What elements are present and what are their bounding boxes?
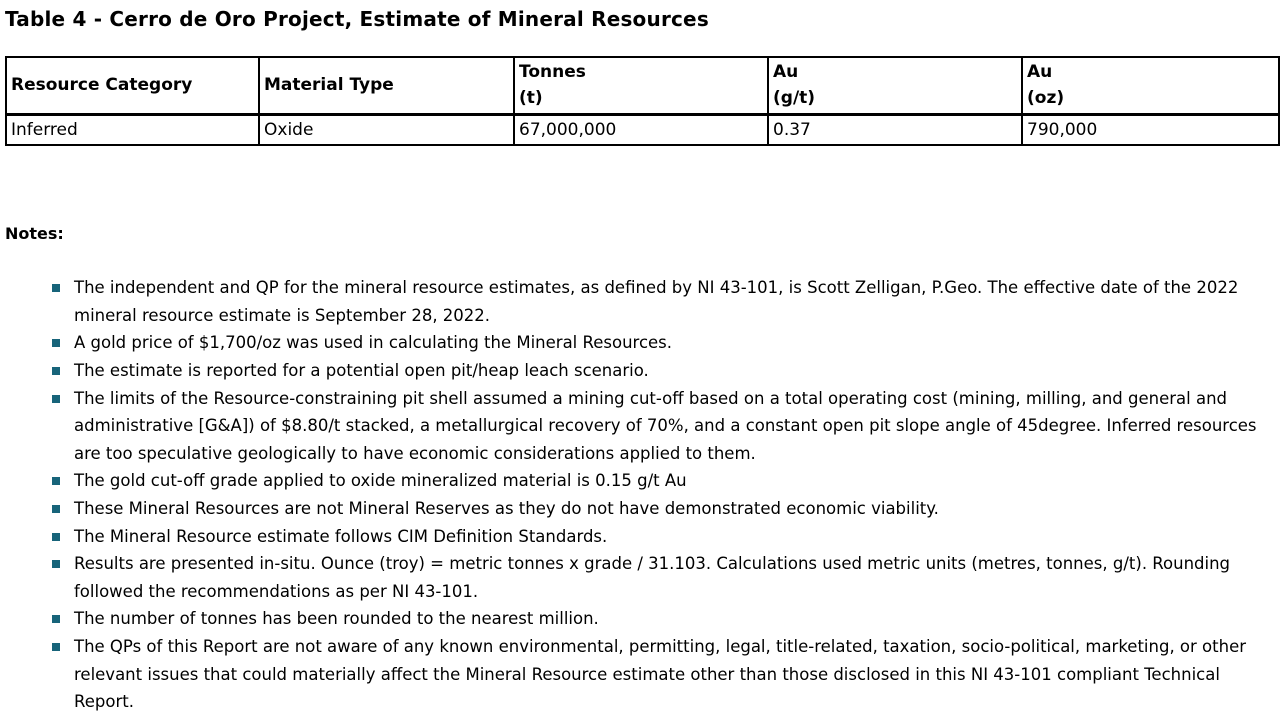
bullet-square-icon <box>52 532 60 541</box>
bullet-square-icon <box>52 284 60 293</box>
table-body: Inferred Oxide 67,000,000 0.37 790,000 <box>5 113 1280 147</box>
column-header-au-grade: Au (g/t) <box>767 55 1023 116</box>
note-text: The Mineral Resource estimate follows CI… <box>74 526 608 546</box>
bullet-square-icon <box>52 339 60 348</box>
note-item: The independent and QP for the mineral r… <box>52 274 1270 329</box>
note-text: The limits of the Resource-constraining … <box>74 388 1257 463</box>
bullet-square-icon <box>52 560 60 569</box>
bullet-square-icon <box>52 615 60 624</box>
column-header-resource-category: Resource Category <box>5 55 260 116</box>
document-page: Table 4 - Cerro de Oro Project, Estimate… <box>0 7 1286 714</box>
table-cell: 67,000,000 <box>513 113 769 147</box>
column-header-au-ounces: Au (oz) <box>1021 55 1280 116</box>
note-item: A gold price of $1,700/oz was used in ca… <box>52 329 1270 357</box>
note-text: The QPs of this Report are not aware of … <box>74 636 1247 712</box>
note-item: Results are presented in-situ. Ounce (tr… <box>52 550 1270 605</box>
column-header-tonnes: Tonnes (t) <box>513 55 769 116</box>
table-cell: 0.37 <box>767 113 1023 147</box>
note-text: The number of tonnes has been rounded to… <box>74 609 599 629</box>
table-header-row: Resource Category Material Type Tonnes (… <box>5 55 1280 116</box>
note-item: The limits of the Resource-constraining … <box>52 385 1270 468</box>
table-cell: Oxide <box>258 113 515 147</box>
note-text: The gold cut-off grade applied to oxide … <box>74 471 687 491</box>
note-item: The gold cut-off grade applied to oxide … <box>52 467 1270 495</box>
table-cell: 790,000 <box>1021 113 1280 147</box>
column-header-material-type: Material Type <box>258 55 515 116</box>
note-text: Results are presented in-situ. Ounce (tr… <box>74 554 1231 601</box>
note-text: The estimate is reported for a potential… <box>74 360 649 380</box>
note-item: These Mineral Resources are not Mineral … <box>52 495 1270 523</box>
note-text: These Mineral Resources are not Mineral … <box>74 498 939 518</box>
note-text: A gold price of $1,700/oz was used in ca… <box>74 333 673 353</box>
bullet-square-icon <box>52 504 60 513</box>
note-item: The estimate is reported for a potential… <box>52 357 1270 385</box>
bullet-square-icon <box>52 477 60 486</box>
mineral-resources-table: Resource Category Material Type Tonnes (… <box>5 55 1280 147</box>
note-text: The independent and QP for the mineral r… <box>74 278 1239 325</box>
notes-heading: Notes: <box>5 224 64 244</box>
note-item: The number of tonnes has been rounded to… <box>52 605 1270 633</box>
bullet-square-icon <box>52 394 60 403</box>
bullet-square-icon <box>52 642 60 651</box>
note-item: The QPs of this Report are not aware of … <box>52 633 1270 714</box>
table-cell: Inferred <box>5 113 260 147</box>
table-row: Inferred Oxide 67,000,000 0.37 790,000 <box>5 113 1280 147</box>
note-item: The Mineral Resource estimate follows CI… <box>52 523 1270 551</box>
bullet-square-icon <box>52 366 60 375</box>
notes-list: The independent and QP for the mineral r… <box>0 274 1286 714</box>
page-title: Table 4 - Cerro de Oro Project, Estimate… <box>5 7 709 31</box>
table-header: Resource Category Material Type Tonnes (… <box>5 55 1280 116</box>
